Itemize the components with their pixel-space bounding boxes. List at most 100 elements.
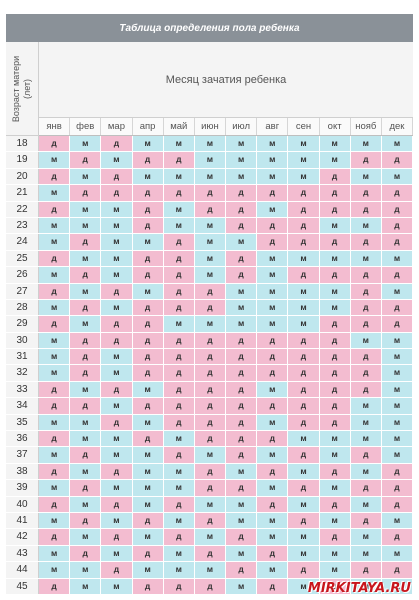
- gender-cell: м: [350, 578, 382, 594]
- gender-cell: м: [381, 365, 414, 381]
- month-header-4: май: [164, 118, 195, 135]
- gender-cell: д: [101, 529, 133, 545]
- gender-cell: д: [257, 349, 289, 365]
- gender-cell: м: [39, 414, 71, 431]
- gender-cell: д: [350, 299, 382, 316]
- gender-cell: д: [101, 185, 133, 201]
- gender-cell: м: [257, 299, 289, 316]
- gender-cell: м: [319, 217, 351, 234]
- gender-cell: д: [319, 267, 351, 283]
- gender-cell: м: [39, 299, 71, 316]
- gender-cell: м: [70, 283, 102, 299]
- gender-cell: д: [194, 398, 227, 414]
- gender-cell: д: [163, 414, 195, 431]
- gender-cell: м: [70, 250, 102, 267]
- gender-cell: д: [194, 332, 227, 349]
- gender-cell: д: [226, 349, 258, 365]
- gender-cell: м: [226, 283, 258, 299]
- gender-cell: м: [70, 316, 102, 332]
- gender-cell: м: [39, 545, 71, 562]
- gender-cell: д: [163, 578, 195, 594]
- gender-cell: м: [70, 578, 102, 594]
- gender-cell: д: [163, 381, 195, 398]
- mother-age-cell: 33: [6, 381, 39, 398]
- mother-age-cell: 44: [6, 562, 39, 578]
- month-header-5: июн: [195, 118, 227, 135]
- gender-cell: д: [194, 414, 227, 431]
- gender-cell: д: [163, 496, 195, 512]
- gender-cell: д: [319, 168, 351, 185]
- mother-age-cell: 42: [6, 529, 39, 545]
- month-header-6: июл: [226, 118, 258, 135]
- table-row: 18 д м д м м м м м м м м м: [6, 136, 414, 153]
- gender-cell: д: [381, 234, 414, 250]
- gender-cell: д: [257, 217, 289, 234]
- table-row: 33 д м д м д д д м д д д м: [6, 381, 414, 399]
- gender-cell: м: [101, 250, 133, 267]
- gender-cell: м: [319, 562, 351, 578]
- gender-cell: д: [226, 381, 258, 398]
- table-row: 41 м д м д м д м м д м д м: [6, 512, 414, 530]
- gender-cell: м: [132, 496, 164, 512]
- gender-cell: д: [226, 201, 258, 217]
- gender-cell: м: [70, 168, 102, 185]
- gender-cell: м: [350, 250, 382, 267]
- gender-cell: м: [132, 283, 164, 299]
- gender-cell: м: [288, 136, 320, 152]
- table-row: 34 д д м д д д д д д д м м: [6, 398, 414, 415]
- gender-cell: м: [101, 512, 133, 529]
- gender-cell: д: [101, 463, 133, 480]
- gender-cell: м: [381, 398, 414, 414]
- gender-cell: д: [350, 480, 382, 496]
- gender-cell: м: [350, 463, 382, 480]
- gender-cell: д: [226, 431, 258, 447]
- gender-cell: д: [39, 398, 71, 414]
- gender-cell: д: [163, 365, 195, 381]
- gender-cell: м: [101, 267, 133, 283]
- gender-cell: д: [194, 185, 227, 201]
- gender-cell: д: [381, 185, 414, 201]
- gender-cell: м: [288, 316, 320, 332]
- mother-age-cell: 34: [6, 398, 39, 414]
- gender-cell: д: [350, 152, 382, 168]
- gender-cell: м: [226, 152, 258, 168]
- table-row: 30 м д д д д д д д д д м м: [6, 332, 414, 350]
- gender-cell: м: [163, 545, 195, 562]
- gender-cell: д: [132, 299, 164, 316]
- mother-age-cell: 30: [6, 332, 39, 349]
- gender-cell: д: [350, 267, 382, 283]
- gender-cell: м: [319, 545, 351, 562]
- gender-cell: д: [194, 349, 227, 365]
- gender-cell: м: [194, 316, 227, 332]
- gender-cell: д: [132, 398, 164, 414]
- gender-cell: м: [288, 463, 320, 480]
- gender-cell: д: [163, 267, 195, 283]
- gender-cell: м: [381, 349, 414, 365]
- gender-cell: м: [163, 168, 195, 185]
- gender-cell: д: [194, 283, 227, 299]
- gender-cell: д: [194, 463, 227, 480]
- gender-cell: м: [381, 447, 414, 463]
- gender-cell: м: [381, 431, 414, 447]
- gender-cell: м: [39, 349, 71, 365]
- gender-cell: д: [226, 398, 258, 414]
- table-row: 39 м д м м м д д м д м д д: [6, 480, 414, 497]
- gender-cell: д: [70, 332, 102, 349]
- gender-cell: д: [226, 414, 258, 431]
- gender-cell: д: [381, 529, 414, 545]
- gender-cell: м: [194, 136, 227, 152]
- gender-cell: д: [381, 267, 414, 283]
- gender-cell: м: [39, 332, 71, 349]
- gender-cell: м: [226, 578, 258, 594]
- gender-cell: м: [288, 529, 320, 545]
- gender-cell: д: [101, 332, 133, 349]
- month-header-1: фев: [70, 118, 102, 135]
- gender-cell: д: [257, 431, 289, 447]
- gender-cell: д: [101, 283, 133, 299]
- gender-cell: д: [39, 431, 71, 447]
- gender-cell: м: [70, 136, 102, 152]
- month-header-10: нояб: [351, 118, 382, 135]
- gender-cell: д: [319, 496, 351, 512]
- gender-cell: м: [257, 283, 289, 299]
- gender-cell: м: [350, 332, 382, 349]
